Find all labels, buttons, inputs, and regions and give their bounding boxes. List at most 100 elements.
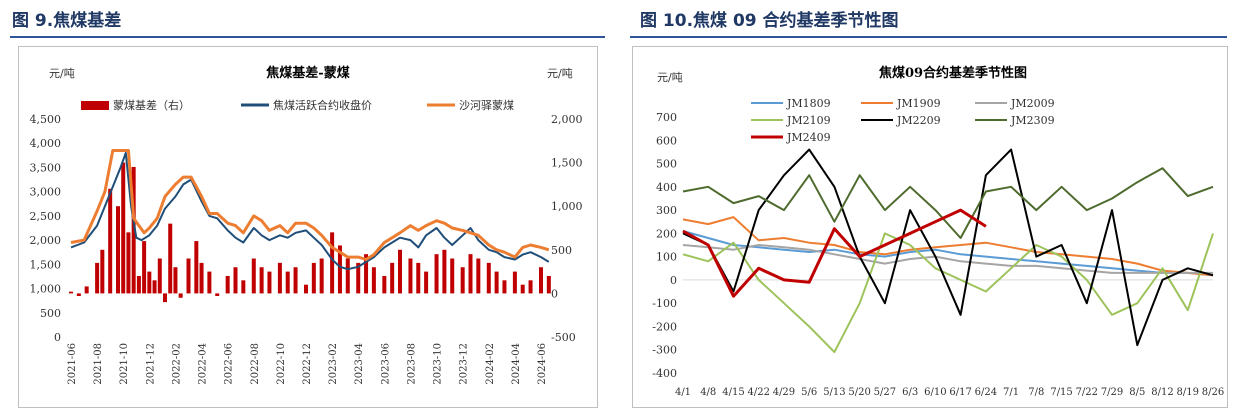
basis-bar: [108, 188, 113, 294]
y-tick-label: -200: [652, 320, 677, 333]
basis-bar: [442, 249, 447, 294]
x-tick-label: 6/17: [949, 387, 971, 398]
series-line-JM2209: [682, 148, 1214, 347]
x-tick-label: 4/29: [773, 387, 795, 398]
basis-bar: [416, 262, 421, 294]
basis-bar: [311, 262, 316, 294]
right-tick-label: 1,500: [551, 157, 583, 170]
basis-bar: [539, 267, 543, 294]
x-tick-label: 2022-02: [171, 343, 182, 385]
x-tick-label: 2023-02: [328, 343, 339, 385]
series-line-JM2309: [682, 167, 1214, 239]
right-tick-label: 0: [551, 287, 558, 300]
y-tick-label: 600: [656, 134, 677, 147]
basis-bar: [285, 271, 290, 294]
legend-label-2: 焦煤活跃合约收盘价: [273, 98, 372, 112]
basis-bar: [199, 262, 204, 294]
x-tick-label: 5/6: [801, 387, 817, 398]
legend-label-JM2209: JM2209: [896, 114, 941, 127]
x-tick-label: 2021-08: [93, 343, 104, 385]
basis-bar: [241, 280, 246, 294]
basis-bar: [163, 293, 167, 303]
basis-bar: [69, 291, 73, 294]
basis-bar: [136, 275, 141, 294]
x-tick-label: 8/12: [1151, 387, 1173, 398]
basis-bar: [194, 241, 199, 294]
x-tick-label: 8/5: [1129, 387, 1145, 398]
basis-bar: [142, 241, 147, 294]
y-tick-label: 400: [656, 181, 677, 194]
basis-bar: [304, 284, 308, 294]
left-tick-label: 4,500: [30, 113, 62, 126]
x-tick-label: 2024-06: [537, 343, 548, 385]
x-tick-label: 4/1: [675, 387, 691, 398]
legend-label-JM1909: JM1909: [896, 97, 941, 110]
x-tick-label: 2021-10: [119, 343, 130, 385]
series-line-JM1909: [682, 216, 1214, 277]
basis-bar: [520, 284, 525, 294]
chart-panel-seasonal: 焦煤09合约基差季节性图 元/吨 700 600 500 400 300 200 100 0 -10…: [632, 46, 1228, 408]
x-tick-label: 4/15: [722, 387, 744, 398]
x-tick-label: 7/1: [1003, 387, 1019, 398]
basis-bar: [173, 267, 178, 294]
y-tick-label: 100: [656, 251, 677, 264]
x-tick-label: 6/10: [924, 387, 946, 398]
chart-basis: 焦煤基差-蒙煤 元/吨 元/吨 0 500 1,000 1,500 2,000 2,500 3,0…: [30, 65, 583, 385]
basis-bar: [460, 267, 465, 294]
basis-bar: [450, 258, 455, 294]
basis-bar: [345, 258, 350, 294]
right-tick-label: -500: [551, 331, 576, 344]
y-tick-label: 0: [670, 274, 677, 287]
basis-bar: [225, 275, 230, 294]
y-tick-label: 700: [656, 111, 677, 124]
basis-bar: [84, 286, 89, 294]
x-tick-label: 2022-08: [250, 343, 261, 385]
x-tick-label: 6/24: [975, 387, 997, 398]
x-tick-label: 4/8: [700, 387, 716, 398]
x-tick-label: 2021-12: [145, 343, 156, 385]
left-tick-label: 1,500: [30, 258, 62, 271]
basis-bar: [486, 262, 491, 294]
basis-bar: [251, 258, 256, 294]
y-axis-unit: 元/吨: [657, 71, 683, 84]
basis-bar: [330, 232, 335, 294]
x-tick-label: 7/29: [1101, 387, 1123, 398]
x-tick-label: 8/19: [1177, 387, 1199, 398]
left-axis-unit: 元/吨: [49, 67, 75, 80]
basis-bar: [152, 280, 157, 294]
x-tick-label: 8/26: [1202, 387, 1224, 398]
x-tick-label: 2022-04: [198, 343, 209, 385]
series-line-JM2109: [682, 232, 1214, 354]
chart-title: 焦煤基差-蒙煤: [265, 65, 349, 81]
y-tick-label: -400: [652, 367, 677, 380]
basis-bar: [408, 258, 413, 294]
basis-bar: [337, 245, 342, 294]
basis-bar: [186, 258, 191, 294]
basis-bar: [121, 162, 126, 294]
basis-bar: [126, 232, 131, 294]
basis-bar: [371, 267, 376, 294]
x-tick-label: 5/13: [823, 387, 845, 398]
basis-bar: [95, 262, 100, 294]
figure-10-rule: [630, 36, 1227, 38]
x-tick-label: 6/3: [902, 387, 918, 398]
basis-bar: [546, 275, 551, 294]
left-tick-label: 500: [40, 307, 61, 320]
x-tick-label: 2022-12: [302, 343, 313, 385]
basis-bar: [131, 166, 136, 294]
basis-bar: [267, 271, 272, 294]
left-tick-label: 4,000: [30, 137, 62, 150]
series-line-JM2409: [682, 208, 987, 298]
left-tick-label: 3,500: [30, 161, 62, 174]
x-tick-label: 2024-04: [511, 343, 522, 385]
y-tick-label: -100: [652, 297, 677, 310]
figure-10-title: 图 10.焦煤 09 合约基差季节性图: [640, 11, 899, 31]
basis-bar: [293, 267, 298, 294]
basis-bar: [356, 262, 361, 294]
basis-bar: [259, 267, 264, 294]
x-tick-label: 7/8: [1028, 387, 1044, 398]
basis-bar: [100, 249, 105, 294]
left-tick-label: 2,000: [30, 234, 62, 247]
basis-bar: [319, 258, 324, 294]
x-tick-label: 5/27: [874, 387, 896, 398]
